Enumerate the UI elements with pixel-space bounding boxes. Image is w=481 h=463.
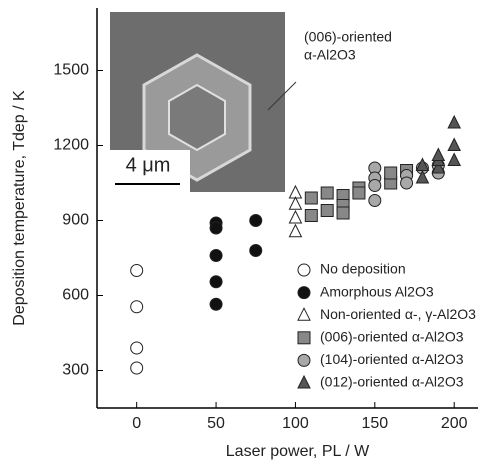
data-point [130,300,144,314]
data-point [320,186,334,200]
annotation: (006)-oriented [304,29,392,45]
legend-label: No deposition [320,261,406,277]
data-point [130,361,144,375]
data-point [447,114,461,129]
legend-marker [297,263,311,277]
data-point [384,166,398,180]
y-tick-label: 600 [62,287,89,304]
data-point [209,221,223,235]
data-point [352,186,366,200]
y-axis-label: Deposition temperature, Tdep / K [11,90,28,326]
inset-scale-label: 4 μm [126,154,171,176]
data-point [209,249,223,262]
x-tick-label: 200 [441,415,468,432]
inset [110,12,285,192]
data-point [447,152,461,166]
data-point [368,179,382,192]
data-point [304,209,318,222]
data-point [415,169,430,184]
legend-label: (006)-oriented α-Al2O3 [320,329,464,345]
legend-label: Non-oriented α-, γ-Al2O3 [320,306,476,322]
data-point [288,223,303,238]
x-tick-label: 100 [282,415,309,432]
data-point [368,194,382,207]
data-point [400,176,414,190]
data-point [130,341,144,355]
x-tick-label: 50 [207,415,225,432]
data-point [320,204,334,217]
legend-marker [297,307,311,321]
data-point [304,191,318,205]
legend-marker [297,374,311,389]
data-point [431,147,446,161]
data-point [288,209,303,224]
x-tick-label: 0 [132,415,141,432]
data-point [130,264,144,277]
legend-label: (104)-oriented α-Al2O3 [320,351,464,367]
legend-label: (012)-oriented α-Al2O3 [320,374,464,390]
x-tick-label: 150 [361,415,388,432]
y-tick-label: 1200 [53,137,89,154]
data-point [209,297,223,311]
legend-marker [297,353,311,367]
data-point [447,137,461,151]
data-point [249,244,263,257]
data-point [209,275,223,289]
data-point [415,157,430,171]
legend-label: Amorphous Al2O3 [320,283,434,299]
data-point [288,196,303,210]
annotation: α-Al2O3 [304,47,356,63]
data-point [431,159,446,174]
x-axis-label: Laser power, PL / W [226,443,370,460]
y-tick-label: 900 [62,212,89,229]
legend-marker [297,331,311,345]
y-tick-label: 1500 [53,62,89,79]
data-point [336,206,350,220]
annotation-line [267,81,297,111]
legend-marker [297,286,311,300]
y-tick-label: 300 [62,362,89,379]
data-point [249,214,263,227]
inset-crystal [168,83,226,152]
